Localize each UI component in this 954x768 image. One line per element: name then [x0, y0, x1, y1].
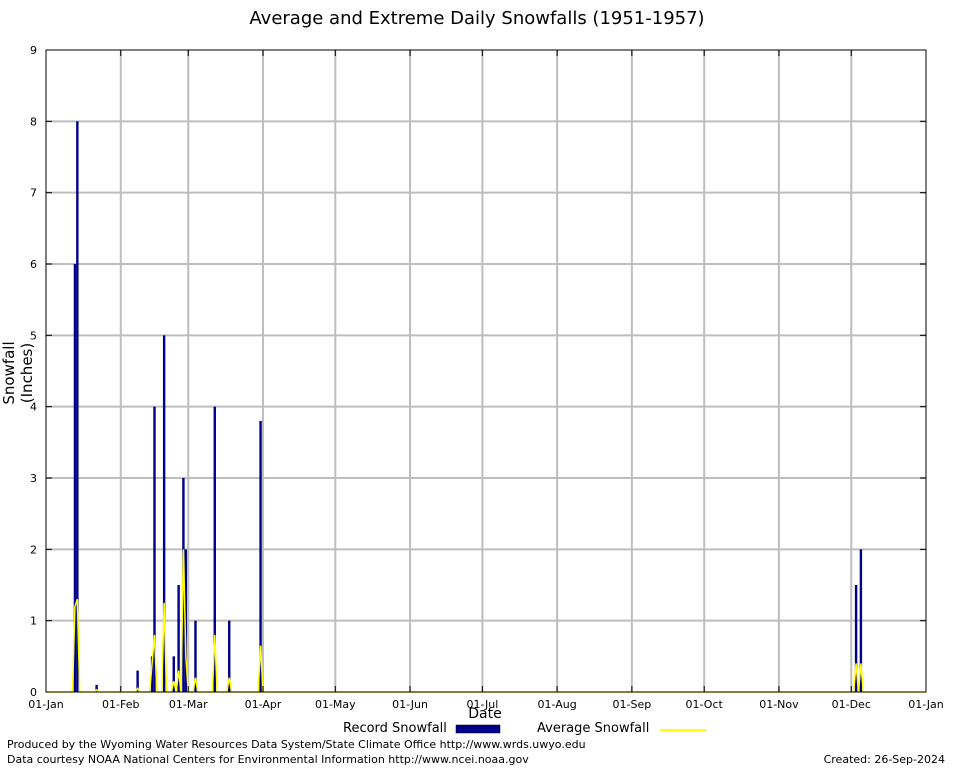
record-bar [153, 406, 156, 692]
footer-data-courtesy: Data courtesy NOAA National Centers for … [7, 753, 529, 766]
y-tick-label: 9 [30, 44, 37, 57]
ticks-layer: 0 1 2 3 4 5 6 7 8 9 01-Jan 01-Feb 01-Mar 01-Apr 01-May… [28, 44, 944, 711]
y-tick-label: 8 [30, 115, 37, 128]
x-axis-label: Date [468, 706, 502, 722]
record-bar [184, 549, 188, 692]
x-tick-label: 01-Jan [908, 698, 944, 711]
footer-created-date: Created: 26-Sep-2024 [823, 753, 945, 766]
record-bar [228, 620, 231, 692]
x-tick-label: 01-Jul [466, 698, 498, 711]
x-tick-label: 01-Sep [613, 698, 652, 711]
record-bar [854, 585, 858, 692]
x-tick-label: 01-Feb [102, 698, 139, 711]
x-tick-label: 01-Oct [686, 698, 724, 711]
x-tick-label: 01-Nov [759, 698, 799, 711]
record-bar [73, 264, 77, 692]
legend-layer [455, 724, 706, 734]
legend-average-label: Average Snowfall [537, 721, 650, 736]
x-tick-label: 01-Jun [392, 698, 428, 711]
legend-record-swatch [455, 724, 501, 734]
y-tick-label: 1 [30, 615, 37, 628]
x-tick-label: 01-Mar [169, 698, 208, 711]
record-bar [150, 656, 154, 692]
y-tick-label: 6 [30, 258, 37, 271]
grid-layer [46, 50, 926, 692]
y-tick-label: 0 [30, 686, 37, 699]
y-tick-label: 5 [30, 329, 37, 342]
chart-title: Average and Extreme Daily Snowfalls (195… [249, 8, 705, 29]
record-bar [95, 684, 98, 692]
record-bar [76, 121, 79, 693]
record-bar [172, 656, 175, 692]
x-tick-label: 01-Apr [245, 698, 282, 711]
y-tick-label: 3 [30, 472, 37, 485]
x-tick-label: 01-May [315, 698, 356, 711]
y-tick-label: 7 [30, 187, 37, 200]
record-bar [859, 549, 863, 692]
record-bar [136, 670, 139, 692]
y-tick-label: 4 [30, 401, 37, 414]
record-bar [259, 420, 262, 692]
plot-border [45, 49, 927, 693]
y-tick-label: 2 [30, 543, 37, 556]
x-tick-label: 01-Aug [538, 698, 577, 711]
legend-record-label: Record Snowfall [343, 721, 447, 736]
record-bar [213, 406, 216, 692]
record-bar [177, 585, 180, 692]
record-bar [194, 620, 197, 692]
footer-produced-by: Produced by the Wyoming Water Resources … [7, 738, 586, 751]
record-bar [162, 335, 166, 692]
x-tick-label: 01-Dec [832, 698, 871, 711]
x-tick-label: 01-Jan [28, 698, 64, 711]
